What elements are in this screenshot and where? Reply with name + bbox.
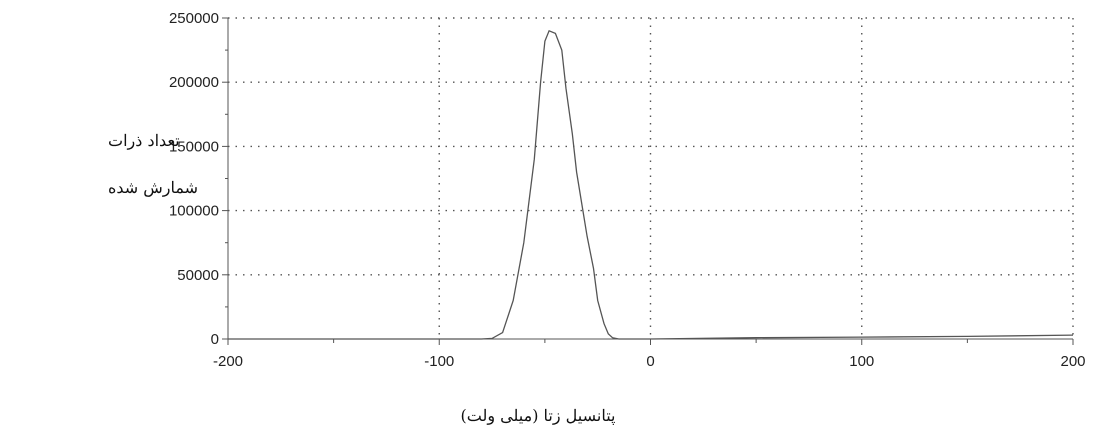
x-tick-labels: -200 -100 0 100 200 — [213, 353, 1086, 370]
series-line — [228, 29, 1074, 340]
y-tick-label: 250000 — [169, 10, 219, 27]
y-axis-title-line: شمارش شده — [108, 178, 198, 197]
x-tick-label: -100 — [424, 353, 454, 370]
y-tick-label: 150000 — [169, 138, 219, 155]
y-tick-label: 100000 — [169, 203, 219, 220]
x-tick-label: 0 — [646, 353, 654, 370]
series-layer — [228, 29, 1074, 340]
y-axis-title-line: تعداد ذرات — [108, 131, 180, 150]
gridlines — [228, 17, 1074, 339]
x-tick-label: 200 — [1060, 353, 1085, 370]
x-tick-label: -200 — [213, 353, 243, 370]
x-tick-label: 100 — [849, 353, 874, 370]
x-axis-title: پتانسیل زتا (میلی ولت) — [461, 406, 616, 425]
axis-titles: پتانسیل زتا (میلی ولت) تعداد ذرات شمارش شد… — [108, 131, 615, 425]
y-tick-labels: 0 50000 100000 150000 200000 250000 — [169, 10, 219, 348]
plot-frame — [222, 17, 1074, 345]
y-tick-label: 200000 — [169, 74, 219, 91]
y-tick-label: 0 — [211, 331, 219, 348]
y-tick-label: 50000 — [177, 267, 219, 284]
